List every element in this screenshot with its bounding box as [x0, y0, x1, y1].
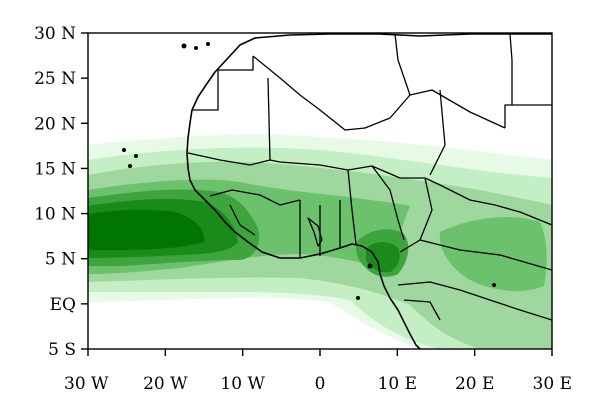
contour-level-7: [88, 209, 205, 250]
cape-verde-1: [122, 148, 126, 152]
x-tick-label: 30 E: [533, 374, 572, 394]
country-borders: [187, 33, 552, 321]
canary-island-2: [194, 46, 198, 50]
coast-mediterranean: [254, 33, 552, 39]
cape-verde-2: [134, 154, 138, 158]
canary-island-3: [206, 42, 210, 46]
lake-volta: [307, 217, 323, 247]
cape-verde-3: [128, 164, 132, 168]
sao-tome-island: [356, 296, 360, 300]
x-tick-label: 0: [315, 374, 326, 394]
y-tick-label: 5 N: [45, 250, 76, 270]
y-tick-label: EQ: [50, 295, 76, 315]
y-tick-label: 25 N: [34, 69, 76, 89]
y-tick-label: 10 N: [34, 205, 76, 225]
bioko-island: [367, 263, 373, 269]
y-tick-label: 15 N: [34, 159, 76, 179]
x-tick-label: 10 E: [378, 374, 417, 394]
y-tick-label: 20 N: [34, 114, 76, 134]
x-tick-label: 10 W: [220, 374, 265, 394]
coastline: [186, 37, 421, 349]
canary-islands: [181, 43, 187, 49]
y-tick-label: 30 N: [34, 24, 76, 44]
x-tick-label: 20 W: [143, 374, 188, 394]
x-axis: 30 W 20 W 10 W 0 10 E 20 E 30 E: [64, 349, 572, 394]
land-outlines: [122, 33, 552, 349]
x-tick-label: 30 W: [64, 374, 109, 394]
x-tick-label: 20 E: [455, 374, 494, 394]
y-axis: 30 N 25 N 20 N 15 N 10 N 5 N EQ 5 S: [34, 24, 88, 360]
y-tick-label: 5 S: [48, 340, 76, 360]
lake-island: [492, 283, 496, 287]
contour-level-6-cameroon: [366, 242, 400, 273]
